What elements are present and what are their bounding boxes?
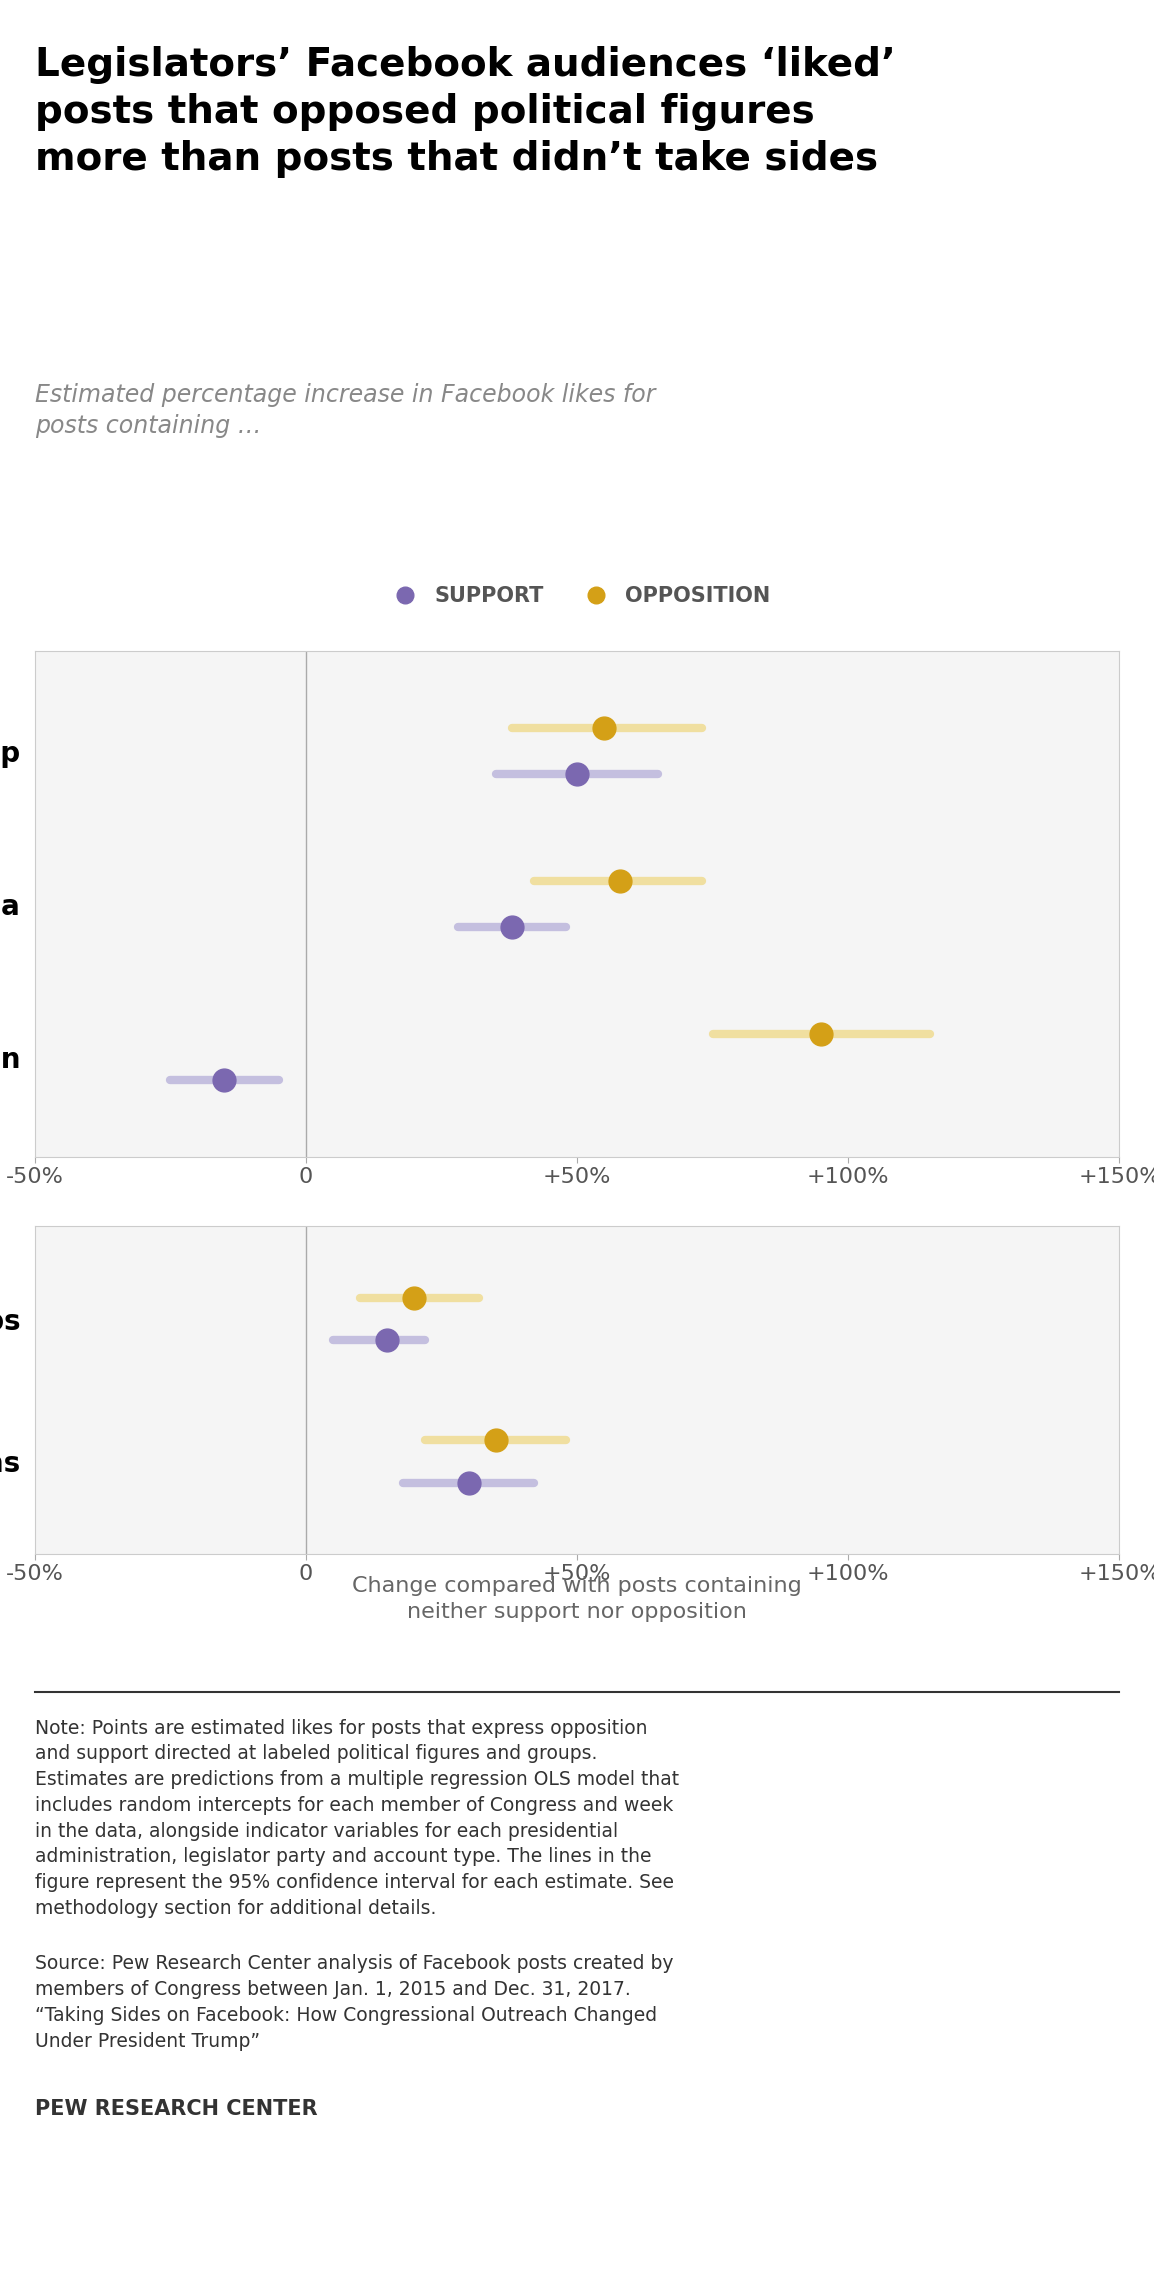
Point: [612, 863, 630, 900]
Text: Source: Pew Research Center analysis of Facebook posts created by
members of Con: Source: Pew Research Center analysis of …: [35, 1955, 673, 2051]
Point: [811, 1016, 830, 1053]
Point: [379, 1322, 397, 1359]
Text: PEW RESEARCH CENTER: PEW RESEARCH CENTER: [35, 2099, 317, 2120]
Legend: SUPPORT, OPPOSITION: SUPPORT, OPPOSITION: [376, 578, 778, 614]
Text: Change compared with posts containing
neither support nor opposition: Change compared with posts containing ne…: [352, 1576, 802, 1622]
Point: [487, 1421, 505, 1457]
Point: [568, 756, 586, 793]
Text: Note: Points are estimated likes for posts that express opposition
and support d: Note: Points are estimated likes for pos…: [35, 1718, 679, 1919]
Point: [594, 710, 613, 747]
Point: [503, 909, 522, 946]
Point: [459, 1464, 478, 1501]
Point: [215, 1062, 233, 1099]
Text: Estimated percentage increase in Facebook likes for
posts containing …: Estimated percentage increase in Faceboo…: [35, 384, 655, 439]
Text: Legislators’ Facebook audiences ‘liked’
posts that opposed political figures
mor: Legislators’ Facebook audiences ‘liked’ …: [35, 46, 896, 178]
Point: [405, 1279, 424, 1316]
